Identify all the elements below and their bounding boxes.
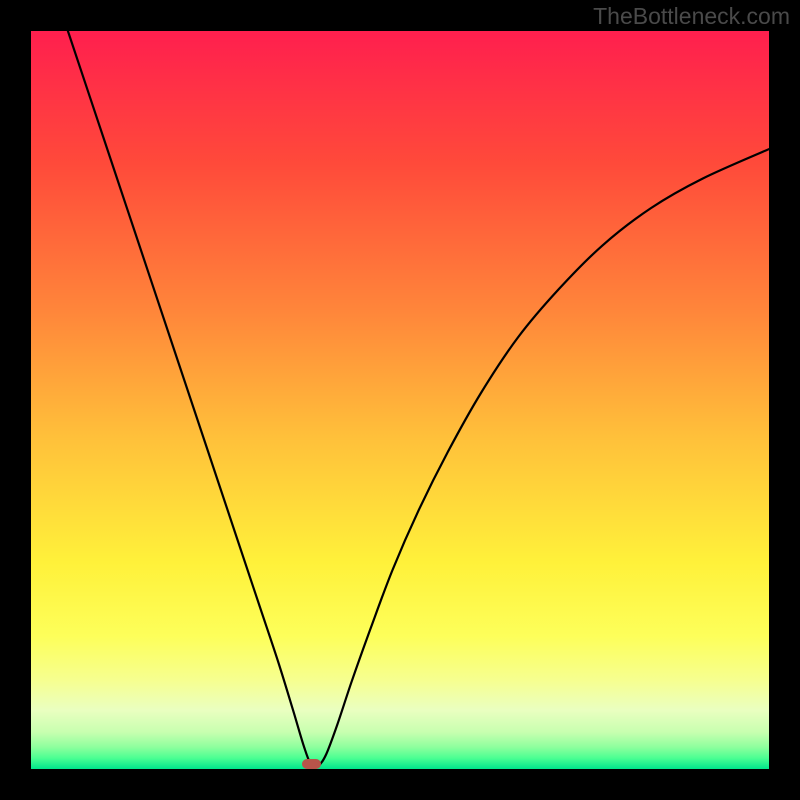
watermark-text: TheBottleneck.com xyxy=(593,3,790,30)
minimum-marker xyxy=(302,759,321,769)
bottleneck-curve-path xyxy=(68,31,769,767)
chart-root: TheBottleneck.com xyxy=(0,0,800,800)
bottleneck-curve xyxy=(0,0,800,800)
